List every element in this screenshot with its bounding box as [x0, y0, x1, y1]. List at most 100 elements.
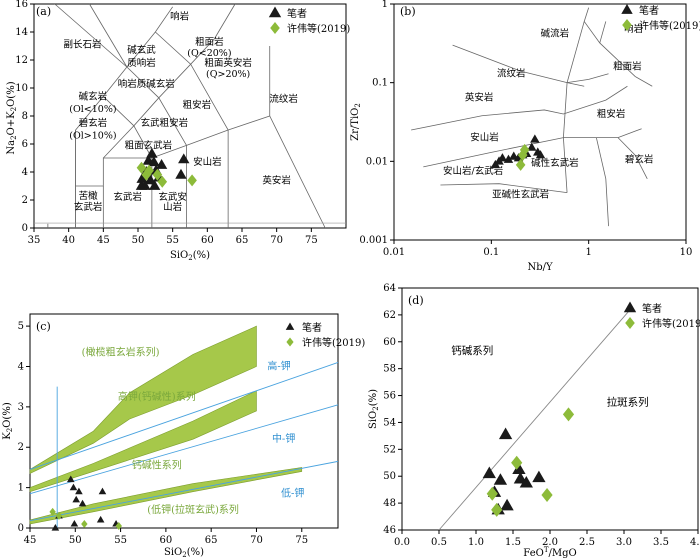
y-tick-label-c: 3	[18, 402, 24, 413]
field-boundary-b	[567, 73, 609, 84]
legend-marker-diamond	[286, 337, 294, 347]
field-label-b: 碱性玄武岩	[531, 157, 579, 169]
field-label-a: 碧玄岩	[79, 117, 108, 129]
y-tick-label-d: 52	[383, 444, 396, 455]
x-tick-label-c: 65	[205, 535, 218, 546]
x-tick-label-d: 1.0	[468, 537, 484, 548]
x-tick-label-a: 60	[201, 235, 214, 246]
field-label-a: 英安岩	[262, 174, 291, 186]
y-axis-label-d: SiO2(%)	[368, 389, 380, 429]
x-tick-label-c: 70	[250, 535, 263, 546]
field-label-b: 粗面岩	[613, 61, 642, 73]
boundary-low-k	[29, 460, 339, 522]
field-boundary-b	[617, 137, 648, 179]
field-boundary-b	[583, 21, 653, 87]
band-shoshonite	[29, 325, 257, 474]
data-point-xu	[152, 168, 163, 181]
data-point-author	[139, 180, 151, 190]
field-boundary-b	[583, 7, 590, 22]
x-tick-label-d: 1.5	[505, 537, 521, 548]
y-tick-label-d: 50	[383, 471, 396, 482]
series-label-c: (橄榄粗玄岩系列)	[82, 345, 160, 358]
x-tick-label-a: 75	[305, 235, 318, 246]
field-label-a: 粗面岩	[195, 36, 224, 48]
field-boundary-b	[562, 21, 585, 193]
x-tick-label-d: 2.0	[542, 537, 558, 548]
data-point-author	[519, 475, 533, 488]
y-tick-label-a: 6	[22, 139, 28, 150]
plot-frame-b	[393, 3, 687, 241]
legend-marker-diamond	[622, 19, 632, 31]
field-boundary-b	[452, 44, 585, 87]
series-label-c: (低钾(拉斑玄武)系列	[147, 503, 239, 516]
field-label-b: 碱流岩	[541, 28, 570, 40]
field-boundary-b	[411, 85, 628, 131]
series-label-c: 低-钾	[281, 487, 304, 500]
x-tick-label-a: 40	[62, 235, 75, 246]
x-tick-label-d: 3.0	[616, 537, 632, 548]
data-point-xu	[491, 502, 503, 517]
data-point-xu	[136, 161, 147, 174]
data-point-author	[70, 519, 79, 527]
field-boundary-a	[103, 96, 153, 159]
x-tick-label-a: 70	[270, 235, 283, 246]
x-tick-label-b: 10	[680, 247, 693, 258]
field-boundary-a	[126, 66, 187, 146]
field-label-a: (Q>20%)	[206, 69, 250, 80]
y-axis-label-c: K2O(%)	[2, 402, 14, 440]
field-boundary-b	[595, 137, 609, 227]
data-point-author	[500, 498, 514, 511]
data-point-xu	[519, 143, 530, 156]
data-point-xu	[55, 511, 63, 520]
y-tick-label-a: 4	[22, 167, 28, 178]
field-boundary-b	[423, 128, 642, 168]
panel-label-b: (b)	[400, 5, 416, 18]
field-label-a: 玄武岩	[113, 191, 142, 203]
data-point-author	[96, 515, 105, 523]
field-label-b: 粗安岩	[597, 108, 626, 120]
x-tick-label-c: 75	[295, 535, 308, 546]
y-tick-label-d: 60	[383, 337, 396, 348]
data-point-author	[69, 483, 78, 491]
field-boundary-a	[213, 3, 236, 40]
boundary-high-k	[29, 362, 339, 470]
legend-label-author: 笔者	[642, 302, 662, 315]
field-label-b: 安山岩/玄武岩	[443, 165, 503, 177]
legend-label-xu: 许伟等(2019)	[639, 19, 700, 32]
field-label-a: 粗安岩	[183, 99, 212, 111]
data-point-author	[148, 180, 161, 190]
legend-label-xu: 许伟等(2019)	[287, 22, 350, 35]
field-label-a: 粗面玄武岩	[125, 139, 173, 151]
field-label-a: 山岩	[163, 201, 182, 213]
boundary-ca-th	[438, 307, 632, 531]
data-point-author	[155, 159, 168, 169]
x-tick-label-d: 2.5	[579, 537, 595, 548]
y-tick-label-a: 2	[22, 195, 28, 206]
x-tick-label-b: 1	[585, 247, 591, 258]
data-point-author	[66, 475, 75, 483]
series-label-c: 钙碱性系列	[132, 458, 182, 471]
x-tick-label-a: 50	[132, 235, 145, 246]
y-tick-label-b: 0.1	[372, 78, 388, 89]
x-tick-label-a: 55	[166, 235, 179, 246]
y-tick-label-b: 0.01	[366, 156, 388, 167]
data-point-author	[51, 524, 60, 531]
y-tick-label-c: 1	[18, 483, 24, 494]
data-point-author	[503, 154, 514, 163]
x-axis-label-b: Nb/Y	[527, 262, 553, 273]
y-tick-label-c: 0	[18, 523, 24, 534]
field-label-a: 碱玄武	[127, 44, 156, 56]
series-label-c: 中-钾	[272, 432, 295, 445]
field-boundary-a	[155, 31, 229, 131]
data-point-xu	[187, 174, 197, 187]
legend-marker-triangle	[285, 322, 295, 330]
axes-a: 35 40 45 50 55 60 65 70 75 0 2 4 6 8 10 12 14 16	[15, 0, 317, 246]
y-axis-label-b: Zr/TiO2	[350, 103, 362, 141]
field-label-a: 碱玄岩	[79, 90, 108, 102]
data-point-author	[512, 462, 526, 475]
x-tick-label-a: 45	[97, 235, 110, 246]
field-label-a: 质响岩	[127, 57, 156, 69]
